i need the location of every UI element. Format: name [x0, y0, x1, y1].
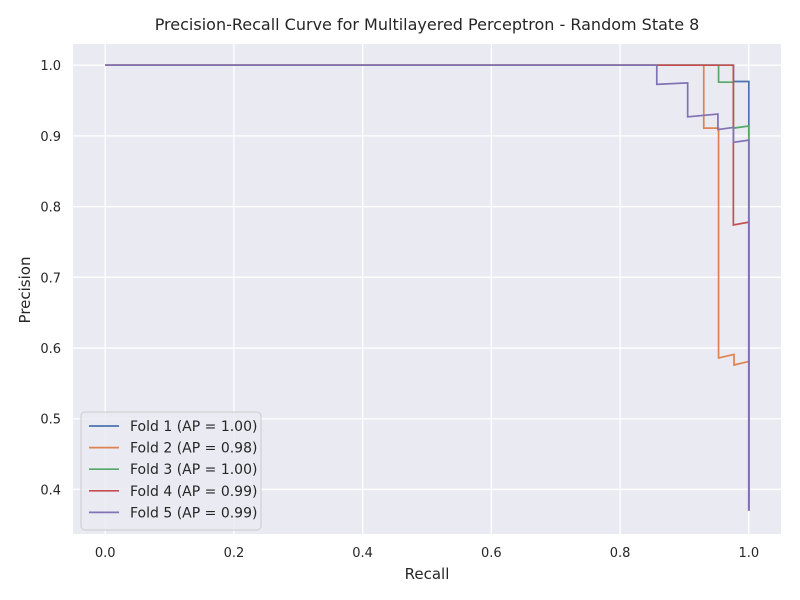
legend: Fold 1 (AP = 1.00) Fold 2 (AP = 0.98) Fold…: [80, 411, 262, 531]
legend-entry: Fold 3 (AP = 1.00): [130, 462, 257, 478]
y-tick-label: 0.8: [40, 201, 61, 216]
y-tick-label: 0.5: [40, 413, 61, 428]
legend-box: [80, 411, 262, 531]
x-tick-label: 0.8: [610, 546, 631, 561]
series-line-fold-2: [105, 64, 750, 511]
legend-entry: Fold 4 (AP = 0.99): [130, 484, 257, 500]
y-tick-label: 1.0: [40, 59, 61, 74]
series-line-fold-5: [105, 64, 750, 511]
y-tick-labels: 0.4 0.5 0.6 0.7 0.8 0.9 1.0: [40, 59, 61, 498]
x-tick-label: 0.0: [95, 546, 116, 561]
legend-entry: Fold 5 (AP = 0.99): [130, 505, 257, 521]
chart-title: Precision-Recall Curve for Multilayered …: [155, 15, 700, 34]
y-tick-label: 0.6: [40, 342, 61, 357]
y-tick-label: 0.7: [40, 271, 61, 286]
x-tick-label: 1.0: [738, 546, 759, 561]
legend-entry: Fold 1 (AP = 1.00): [130, 419, 257, 435]
y-tick-label: 0.4: [40, 483, 61, 498]
legend-entry: Fold 2 (AP = 0.98): [130, 441, 257, 457]
x-axis-label: Recall: [405, 565, 450, 583]
x-tick-label: 0.2: [224, 546, 245, 561]
x-tick-label: 0.6: [481, 546, 502, 561]
y-tick-label: 0.9: [40, 130, 61, 145]
x-tick-label: 0.4: [352, 546, 373, 561]
y-axis-label: Precision: [16, 257, 34, 324]
x-tick-labels: 0.0 0.2 0.4 0.6 0.8 1.0: [95, 546, 759, 561]
series-lines: [105, 64, 750, 511]
